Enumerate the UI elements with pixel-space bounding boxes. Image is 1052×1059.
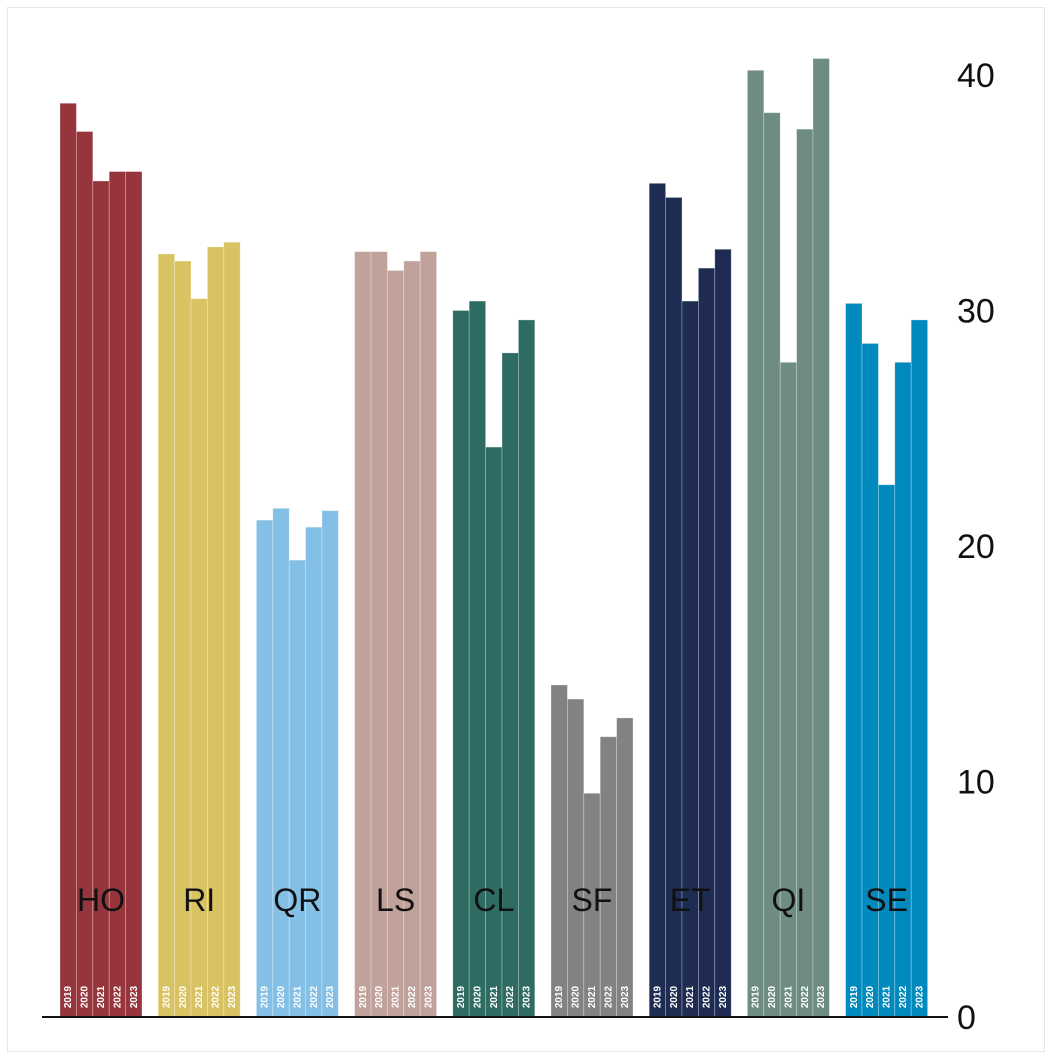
- bar-et-2023: [714, 248, 732, 1018]
- year-label-cl-2019: 2019: [456, 985, 467, 1008]
- bar-qi-2021: [779, 361, 798, 1018]
- bar-qr-2020: [272, 507, 290, 1018]
- bar-qi-2023: [812, 58, 830, 1018]
- year-label-cl-2021: 2021: [489, 985, 500, 1008]
- category-label-cl: CL: [473, 882, 514, 918]
- year-label-ls-2019: 2019: [358, 985, 369, 1008]
- year-label-qr-2020: 2020: [276, 985, 287, 1008]
- y-tick-label-30: 30: [957, 293, 995, 331]
- y-tick-label-0: 0: [957, 999, 976, 1037]
- year-label-se-2023: 2023: [914, 985, 925, 1008]
- bar-group-qr: 2019 2020 2021 2022 2023: [255, 507, 339, 1018]
- bar-group-ho: 2019 2020 2021 2022 2023: [59, 102, 143, 1018]
- year-label-qr-2021: 2021: [292, 985, 303, 1008]
- year-label-et-2023: 2023: [718, 985, 729, 1008]
- year-label-ls-2020: 2020: [374, 985, 385, 1008]
- bar-sf-2023: [616, 717, 634, 1018]
- year-label-sf-2023: 2023: [620, 985, 631, 1008]
- category-label-ls: LS: [376, 882, 415, 918]
- year-label-ri-2020: 2020: [178, 985, 189, 1008]
- y-tick-label-20: 20: [957, 528, 995, 566]
- year-label-et-2019: 2019: [652, 985, 663, 1008]
- category-label-qi: QI: [772, 882, 806, 918]
- y-axis-ticks-layer: 0 10 20 30 40: [957, 57, 995, 1037]
- category-labels-layer: HO RI QR LS CL SF ET QI SE: [77, 882, 908, 918]
- year-label-ls-2021: 2021: [391, 985, 402, 1008]
- bar-cl-2019: [452, 310, 470, 1018]
- year-label-ri-2021: 2021: [194, 985, 205, 1008]
- bar-et-2019: [648, 182, 667, 1018]
- bar-ho-2023: [125, 171, 143, 1018]
- year-label-ho-2020: 2020: [80, 985, 91, 1008]
- year-label-ri-2023: 2023: [227, 985, 238, 1008]
- year-label-se-2022: 2022: [898, 985, 909, 1008]
- bar-qi-2019: [747, 69, 765, 1018]
- year-label-qr-2022: 2022: [309, 985, 320, 1008]
- year-label-qr-2023: 2023: [325, 985, 336, 1008]
- bar-se-2022: [894, 361, 912, 1018]
- year-label-ho-2019: 2019: [63, 985, 74, 1008]
- year-label-cl-2020: 2020: [472, 985, 483, 1008]
- year-label-ho-2021: 2021: [96, 985, 107, 1008]
- category-label-qr: QR: [273, 882, 321, 918]
- year-label-cl-2022: 2022: [505, 985, 516, 1008]
- bars-layer: 2019 2020 2021 2022 2023 2019 2020 2021 2022 2023…: [59, 58, 929, 1018]
- year-label-qi-2019: 2019: [751, 985, 762, 1008]
- year-label-ls-2023: 2023: [423, 985, 434, 1008]
- year-label-cl-2023: 2023: [522, 985, 533, 1008]
- bar-group-sf: 2019 2020 2021 2022 2023: [550, 684, 634, 1018]
- year-label-sf-2021: 2021: [587, 985, 598, 1008]
- bar-cl-2021: [485, 446, 503, 1018]
- year-label-ho-2022: 2022: [112, 985, 123, 1008]
- year-label-qr-2019: 2019: [260, 985, 271, 1008]
- year-label-ri-2022: 2022: [211, 985, 222, 1008]
- year-label-qi-2023: 2023: [816, 985, 827, 1008]
- bar-group-se: 2019 2020 2021 2022 2023: [845, 303, 929, 1018]
- bar-cl-2023: [518, 319, 536, 1018]
- bar-se-2019: [845, 303, 863, 1018]
- bar-ri-2019: [157, 253, 175, 1018]
- year-label-ri-2019: 2019: [161, 985, 172, 1008]
- bar-group-cl: 2019 2020 2021 2022 2023: [452, 300, 536, 1018]
- bar-group-qi: 2019 2020 2021 2022 2023: [747, 58, 830, 1018]
- bar-qr-2019: [255, 519, 274, 1018]
- bar-sf-2020: [567, 698, 585, 1018]
- year-label-qi-2021: 2021: [783, 985, 794, 1008]
- year-label-se-2019: 2019: [849, 985, 860, 1008]
- bar-ho-2019: [59, 102, 77, 1018]
- category-label-et: ET: [670, 882, 711, 918]
- bar-group-ls: 2019 2020 2021 2022 2023: [354, 251, 438, 1018]
- year-label-ho-2023: 2023: [129, 985, 140, 1008]
- bar-sf-2019: [550, 684, 568, 1018]
- year-label-et-2022: 2022: [702, 985, 713, 1008]
- bar-qr-2023: [321, 510, 339, 1018]
- bar-ls-2023: [419, 251, 438, 1018]
- year-label-se-2020: 2020: [865, 985, 876, 1008]
- bar-group-et: 2019 2020 2021 2022 2023: [648, 182, 732, 1018]
- bar-sf-2022: [599, 736, 618, 1018]
- bar-qr-2022: [305, 526, 323, 1018]
- bar-se-2021: [878, 484, 896, 1018]
- y-tick-label-40: 40: [957, 57, 995, 95]
- year-label-qi-2022: 2022: [800, 985, 811, 1008]
- year-label-sf-2019: 2019: [554, 985, 565, 1008]
- category-label-se: SE: [865, 882, 908, 918]
- year-label-sf-2020: 2020: [571, 985, 582, 1008]
- bar-ri-2023: [223, 241, 241, 1018]
- year-label-qi-2020: 2020: [767, 985, 778, 1008]
- bar-se-2023: [910, 319, 929, 1018]
- category-label-ho: HO: [77, 882, 125, 918]
- bar-ls-2019: [354, 251, 372, 1018]
- bar-qr-2021: [288, 559, 307, 1018]
- year-label-ls-2022: 2022: [407, 985, 418, 1008]
- year-label-sf-2022: 2022: [603, 985, 614, 1008]
- y-tick-label-10: 10: [957, 764, 995, 802]
- category-label-sf: SF: [572, 882, 613, 918]
- year-label-se-2021: 2021: [882, 985, 893, 1008]
- category-label-ri: RI: [183, 882, 215, 918]
- year-label-et-2021: 2021: [685, 985, 696, 1008]
- year-label-et-2020: 2020: [669, 985, 680, 1008]
